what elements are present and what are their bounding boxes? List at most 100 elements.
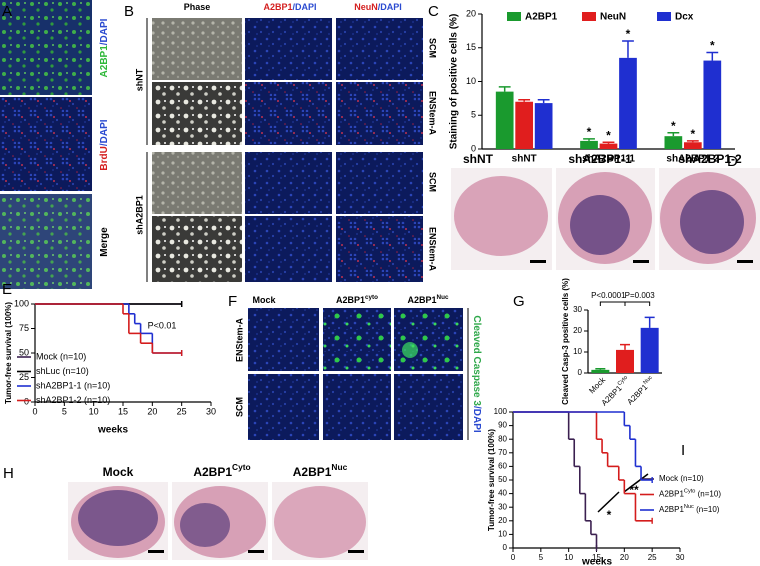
- condition-label: ENStem-A: [428, 91, 438, 136]
- legend-label-suffix: (n=10): [678, 474, 704, 483]
- x-tick-label: 15: [118, 406, 128, 416]
- error-bar: [644, 316, 655, 328]
- legend-label: Mock (n=10): [36, 351, 86, 361]
- x-tick-label: 10: [564, 553, 573, 562]
- channel-label: BrdU/DAPI: [99, 119, 110, 170]
- arrow: [597, 491, 620, 513]
- panel-a-images: [0, 0, 92, 289]
- column-header: A2BP1cyto: [336, 294, 378, 305]
- x-tick-label: 10: [89, 406, 99, 416]
- legend-label: shLuc (n=10): [36, 366, 89, 376]
- stain-label-part: /DAPI: [471, 406, 482, 433]
- image-label-base: A2BP1: [193, 465, 232, 479]
- micrograph: [245, 18, 332, 80]
- error-bar: [620, 343, 630, 350]
- column-header-part: Phase: [184, 2, 211, 12]
- micrograph: [152, 82, 242, 145]
- image-label-base: Mock: [103, 465, 134, 479]
- comparison-bracket: [624, 301, 651, 306]
- legend-label: Mock (n=10): [659, 474, 704, 483]
- y-tick-label: 90: [498, 421, 507, 430]
- image-label: shA2BP1-1: [568, 152, 632, 166]
- y-tick-label: 75: [19, 323, 29, 333]
- x-tick-label: shA2BP1-2: [666, 154, 719, 165]
- error-bar: [498, 86, 511, 92]
- panel-letter: B: [124, 3, 134, 20]
- column-header: A2BP1/DAPI: [263, 2, 316, 12]
- y-tick-label: 100: [14, 298, 29, 308]
- significance: *: [587, 125, 592, 139]
- x-tick-label-sup: Nuc: [643, 375, 654, 386]
- x-tick-label: 0: [511, 553, 516, 562]
- column-header-sup: cyto: [365, 294, 378, 301]
- error-bar: [595, 368, 606, 370]
- column-header-part: NeuN: [354, 2, 378, 12]
- channel-label-part: /DAPI: [99, 119, 110, 146]
- y-axis-label: Tumor-free survival (100%): [487, 429, 496, 531]
- significance: *: [690, 127, 695, 141]
- x-tick-label: Mock: [587, 375, 608, 396]
- bar: [664, 136, 683, 149]
- scale-bar: [737, 260, 753, 263]
- legend-label: shA2BP1-1 (n=10): [36, 380, 110, 390]
- legend-label-base: A2BP1: [659, 490, 684, 499]
- image-label: shA2BP1-2: [678, 152, 742, 166]
- legend-label-sup: Nuc: [684, 504, 694, 510]
- comparison-label: P<0.0001: [591, 291, 626, 300]
- y-tick-label: 0: [471, 143, 476, 153]
- legend-label-suffix: (n=10): [695, 490, 721, 499]
- bar: [534, 103, 553, 149]
- legend-label-base: Mock: [659, 474, 679, 483]
- micrograph: [0, 194, 92, 289]
- y-axis-label: Tumor-free survival (100%): [4, 302, 13, 404]
- x-axis-label: weeks: [97, 425, 128, 436]
- column-header-base: Mock: [252, 295, 276, 305]
- error-bar: [602, 141, 615, 144]
- micrograph: [245, 82, 332, 145]
- legend-label: A2BP1Nuc (n=10): [659, 504, 720, 514]
- annotation: *: [607, 508, 612, 522]
- scale-bar: [248, 550, 264, 553]
- column-header-sup: Nuc: [437, 294, 449, 301]
- stain-label: Cleaved Caspase 3/DAPI: [471, 315, 482, 433]
- panel-i-arrows: [597, 473, 649, 513]
- micrograph: [394, 374, 463, 440]
- image-label-sup: Nuc: [331, 462, 347, 472]
- micrograph: [152, 18, 242, 80]
- channel-label-part: /DAPI: [99, 18, 110, 45]
- y-tick-label: 20: [573, 326, 582, 335]
- micrograph: [323, 374, 391, 440]
- channel-label-part: Merge: [99, 227, 110, 257]
- y-tick-label: 0: [24, 396, 29, 406]
- x-tick-label: 25: [177, 406, 187, 416]
- channel-label: A2BP1/DAPI: [99, 18, 110, 77]
- y-tick-label: 30: [573, 305, 582, 314]
- image-label-sup: Cyto: [232, 462, 251, 472]
- x-tick-label: 25: [648, 553, 657, 562]
- panel-b-images: [146, 18, 423, 282]
- legend-label: A2BP1Cyto (n=10): [659, 489, 721, 499]
- legend-swatch: [657, 12, 671, 21]
- cell-cluster: [402, 342, 418, 358]
- x-tick-label: 20: [147, 406, 157, 416]
- legend-label: Dcx: [675, 12, 694, 23]
- x-tick-label: 5: [62, 406, 67, 416]
- column-header-part: /DAPI: [293, 2, 317, 12]
- tissue: [274, 486, 366, 558]
- y-tick-label: 25: [19, 372, 29, 382]
- channel-label: Merge: [99, 227, 110, 257]
- row-label: ENStem-A: [234, 318, 244, 363]
- image-label: A2BP1Cyto: [193, 462, 250, 479]
- bar: [640, 327, 659, 373]
- y-tick-label: 15: [466, 42, 476, 52]
- y-axis-label: Cleaved Casp-3 positive cells (%): [561, 278, 570, 405]
- comparison-bracket: [599, 301, 626, 306]
- condition-label: SCM: [428, 38, 438, 58]
- panel-letter: A: [2, 3, 12, 20]
- column-header: A2BP1Nuc: [408, 294, 449, 305]
- y-tick-label: 10: [573, 347, 582, 356]
- error-bar: [622, 40, 634, 58]
- y-tick-label: 100: [494, 407, 508, 416]
- panel-letter: E: [2, 281, 12, 298]
